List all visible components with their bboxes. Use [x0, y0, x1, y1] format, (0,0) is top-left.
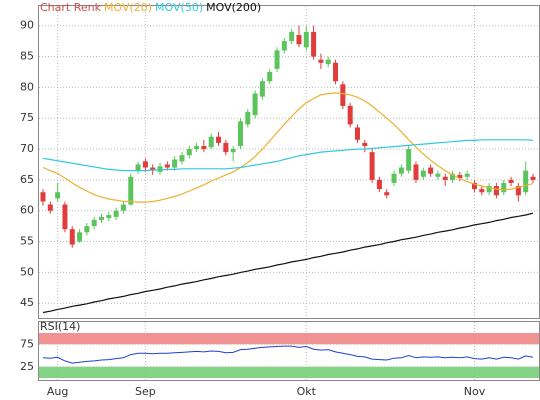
- legend-item: MOV(20): [104, 1, 152, 14]
- candle-body: [493, 186, 499, 196]
- candle-body: [325, 59, 331, 64]
- y-tick-label: 85: [20, 50, 34, 63]
- legend-item: MOV(50): [155, 1, 203, 14]
- candle-body: [523, 170, 529, 193]
- y-tick-label: 65: [20, 173, 34, 186]
- legend: Chart Renk MOV(20) MOV(50) MOV(200): [40, 1, 261, 14]
- moving-average-line: [42, 212, 534, 314]
- candle-body: [457, 174, 463, 179]
- y-tick-label: 70: [20, 142, 34, 155]
- candle-body: [47, 204, 53, 211]
- candle-body: [267, 71, 273, 82]
- candle-body: [471, 182, 477, 190]
- x-tick-label: Okt: [297, 385, 317, 398]
- candle-body: [464, 173, 470, 177]
- candle-body: [99, 216, 105, 220]
- candle-body: [479, 189, 485, 193]
- y-tick-label: 75: [20, 111, 34, 124]
- candle-body: [245, 112, 251, 125]
- candle-body: [311, 31, 317, 57]
- candle-body: [223, 142, 229, 153]
- candle-body: [435, 173, 441, 177]
- candle-body: [486, 186, 492, 193]
- candle-body: [77, 232, 83, 242]
- candle-body: [530, 176, 536, 180]
- candle-body: [142, 161, 148, 168]
- candle-body: [296, 34, 302, 45]
- y-tick-label: 50: [20, 265, 34, 278]
- candle-body: [281, 41, 287, 51]
- candle-body: [179, 155, 185, 162]
- candle-body: [303, 31, 309, 48]
- candle-body: [274, 50, 280, 69]
- candle-body: [186, 149, 192, 156]
- candle-body: [113, 210, 119, 217]
- candle-body: [347, 105, 353, 125]
- candle-body: [259, 81, 265, 97]
- candle-body: [91, 219, 97, 227]
- candle-body: [413, 164, 419, 180]
- candle-body: [333, 62, 339, 82]
- y-tick-label: 75: [20, 337, 34, 350]
- candle-body: [340, 84, 346, 106]
- moving-average-line: [42, 92, 534, 203]
- candle-body: [442, 176, 448, 180]
- candle-body: [376, 179, 382, 190]
- candle-body: [230, 149, 236, 153]
- candle-body: [106, 215, 112, 219]
- y-tick-label: 60: [20, 204, 34, 217]
- candle-body: [420, 170, 426, 177]
- candle-body: [69, 229, 75, 245]
- candle-body: [120, 204, 126, 211]
- candle-body: [84, 226, 90, 233]
- candle-body: [354, 127, 360, 140]
- candle-body: [252, 93, 258, 116]
- candle-body: [150, 167, 156, 171]
- candle-body: [369, 152, 375, 180]
- candle-body: [172, 159, 178, 168]
- candle-body: [406, 149, 412, 171]
- candle-body: [237, 121, 243, 146]
- candle-body: [40, 192, 46, 202]
- candle-body: [508, 179, 514, 183]
- candle-body: [135, 164, 141, 171]
- candle-body: [384, 192, 390, 196]
- rsi-band: [39, 333, 539, 345]
- legend-candles: Chart Renk: [40, 1, 102, 14]
- x-tick-label: Aug: [47, 385, 68, 398]
- y-tick-label: 55: [20, 235, 34, 248]
- candle-body: [501, 182, 507, 193]
- candle-body: [157, 166, 163, 172]
- y-tick-label: 25: [20, 360, 34, 373]
- x-tick-label: Sep: [135, 385, 156, 398]
- moving-average-line: [42, 139, 534, 172]
- candle-body: [391, 173, 397, 183]
- candle-body: [398, 167, 404, 174]
- candle-body: [216, 136, 222, 143]
- candle-body: [194, 145, 200, 150]
- candle-body: [55, 192, 61, 199]
- rsi-title: RSI(14): [40, 320, 80, 333]
- y-tick-label: 90: [20, 19, 34, 32]
- legend-item: MOV(200): [206, 1, 261, 14]
- candle-body: [62, 204, 68, 230]
- candle-body: [428, 167, 434, 174]
- rsi-line: [42, 345, 534, 364]
- candle-body: [164, 164, 170, 168]
- y-tick-label: 80: [20, 80, 34, 93]
- candle-body: [289, 31, 295, 42]
- candle-body: [318, 59, 324, 63]
- candle-body: [128, 176, 134, 205]
- rsi-band: [39, 366, 539, 378]
- candle-body: [450, 173, 456, 180]
- x-tick-label: Nov: [464, 385, 486, 398]
- candle-body: [208, 136, 214, 148]
- y-tick-label: 45: [20, 296, 34, 309]
- candle-body: [201, 145, 207, 150]
- candle-body: [515, 186, 521, 196]
- candle-body: [362, 142, 368, 146]
